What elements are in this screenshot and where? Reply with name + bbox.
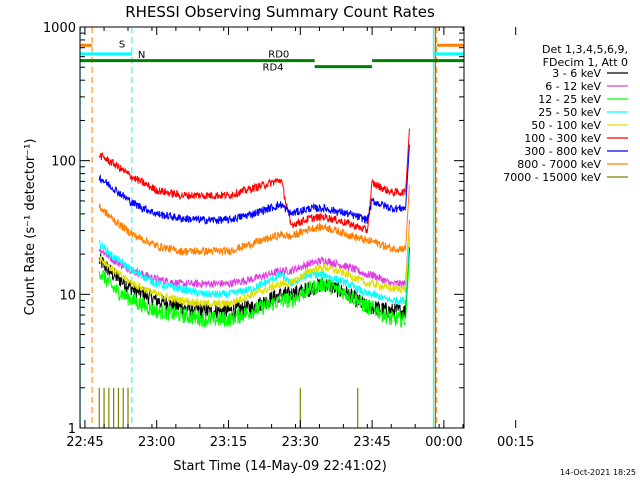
series-5: [98, 128, 410, 234]
legend-label-6: 300 - 800 keV: [524, 145, 601, 158]
series-rise-4: [405, 224, 410, 289]
series-4: [98, 224, 410, 310]
series-line-2: [98, 269, 407, 329]
series-line-6: [98, 173, 407, 225]
legend-label-2: 12 - 25 keV: [538, 93, 601, 106]
series-rise-3: [405, 236, 410, 301]
chart-title: RHESSI Observing Summary Count Rates: [125, 3, 435, 21]
state-bar-label-rd4: RD4: [263, 63, 284, 74]
series-line-5: [98, 152, 406, 234]
y-tick-label-1: 10: [59, 288, 76, 303]
legend-label-0: 3 - 6 keV: [552, 67, 601, 80]
series-rise-2: [405, 255, 410, 320]
state-bar-label-n: N: [138, 50, 145, 61]
series-7: [98, 184, 410, 257]
plot-inner: [80, 27, 464, 428]
axes: 22:45 23:00 23:15 23:30 23:45 00:00 00:15 1 10 10…: [43, 21, 535, 450]
series-6: [98, 144, 410, 225]
series-rise-7: [405, 184, 410, 249]
y-tick-label-3: 1000: [43, 21, 76, 36]
series-line-4: [98, 255, 407, 310]
y-tick-label-2: 100: [51, 155, 76, 170]
series-rise-5: [405, 128, 410, 193]
series-8: [98, 387, 359, 428]
legend-header-0: Det 1,3,4,5,6,9,: [542, 43, 628, 56]
y-axis-label: Count Rate (s⁻¹ detector⁻¹): [23, 139, 38, 316]
x-tick-label-4: 23:45: [353, 435, 390, 450]
legend-label-4: 50 - 100 keV: [531, 119, 601, 132]
series-2: [98, 255, 410, 329]
legend-header-1: FDecim 1, Att 0: [543, 56, 628, 69]
x-tick-label-0: 22:45: [66, 435, 103, 450]
y-tick-label-0: 1: [68, 422, 76, 437]
series-line-1: [98, 247, 407, 289]
legend-label-7: 800 - 7000 keV: [517, 158, 601, 171]
x-tick-label-6: 00:15: [497, 435, 534, 450]
state-bar-label-s: S: [119, 39, 125, 50]
state-bar-label-rd0: RD0: [268, 50, 289, 61]
legend-label-3: 25 - 50 keV: [538, 106, 601, 119]
legend-label-8: 7000 - 15000 keV: [503, 171, 601, 184]
x-tick-label-2: 23:15: [210, 435, 247, 450]
series-rise-6: [405, 144, 410, 209]
legend: Det 1,3,4,5,6,9,FDecim 1, Att 03 - 6 keV…: [503, 43, 628, 184]
x-axis-label: Start Time (14-May-09 22:41:02): [173, 459, 387, 474]
x-tick-label-3: 23:30: [282, 435, 319, 450]
x-tick-label-1: 23:00: [138, 435, 175, 450]
legend-label-5: 100 - 300 keV: [524, 132, 601, 145]
legend-label-1: 6 - 12 keV: [545, 80, 601, 93]
x-tick-label-5: 00:00: [425, 435, 462, 450]
plot-area: S N RD0 RD4: [80, 27, 464, 428]
series-line-7: [98, 203, 407, 257]
footer-date: 14-Oct-2021 18:25: [560, 468, 636, 477]
